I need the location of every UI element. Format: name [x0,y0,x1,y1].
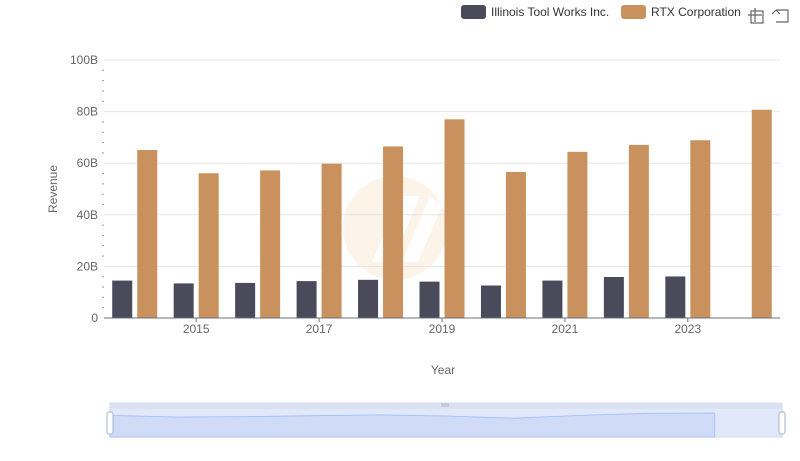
slider-handle-left[interactable] [106,411,114,435]
bar-rtx-2022[interactable] [628,144,649,318]
x-tick-label: 2021 [552,322,579,336]
y-axis-title: Revenue [46,165,60,213]
data-zoom-slider[interactable] [106,402,786,438]
slider-move-handle[interactable] [441,403,449,407]
restore-icon[interactable] [771,9,789,23]
bar-rtx-2024[interactable] [751,109,772,318]
bar-illinois-2014[interactable] [112,280,133,318]
bar-rtx-2019[interactable] [444,119,465,318]
legend-swatch-illinois [461,5,486,19]
y-tick-label: 60B [77,156,98,170]
bar-rtx-2014[interactable] [137,150,158,318]
legend-label-rtx: RTX Corporation [651,5,741,19]
bar-rtx-2018[interactable] [383,146,404,318]
legend-swatch-rtx [621,5,646,19]
x-tick-label: 2015 [183,322,210,336]
bar-rtx-2021[interactable] [567,151,588,318]
bar-illinois-2015[interactable] [173,283,194,318]
bar-illinois-2019[interactable] [419,281,440,318]
zoom-select-icon[interactable] [748,8,764,24]
legend: Illinois Tool Works Inc. RTX Corporation [461,5,741,19]
x-tick-label: 2019 [429,322,456,336]
y-axis: 0 20B 40B 60B 80B 100B [70,53,104,325]
slider-handle-right[interactable] [778,411,786,435]
legend-label-illinois: Illinois Tool Works Inc. [491,5,609,19]
x-axis-title: Year [431,363,455,377]
bar-illinois-2023[interactable] [665,276,686,318]
bar-illinois-2022[interactable] [603,276,624,318]
bar-illinois-2020[interactable] [480,285,501,318]
bar-rtx-2023[interactable] [690,140,711,318]
bar-illinois-2016[interactable] [235,282,256,318]
x-tick-label: 2017 [306,322,333,336]
bar-rtx-2017[interactable] [321,163,342,318]
slider-selection [110,409,782,437]
legend-item-rtx[interactable]: RTX Corporation [621,5,741,19]
y-tick-label: 20B [77,259,98,273]
bar-illinois-2018[interactable] [358,279,379,318]
bar-illinois-2021[interactable] [542,280,563,318]
y-tick-label: 80B [77,105,98,119]
bar-illinois-2017[interactable] [296,281,317,318]
x-tick-label: 2023 [674,322,701,336]
bars [112,109,772,318]
x-axis: 2015 2017 2019 2021 2023 [104,317,780,336]
y-tick-label: 100B [70,53,98,67]
y-tick-label: 0 [91,311,98,325]
y-tick-label: 40B [77,208,98,222]
bar-rtx-2015[interactable] [198,173,219,318]
bar-rtx-2016[interactable] [260,170,281,318]
slider-overview-area [109,412,716,438]
bar-rtx-2020[interactable] [505,171,526,318]
legend-item-illinois[interactable]: Illinois Tool Works Inc. [461,5,609,19]
